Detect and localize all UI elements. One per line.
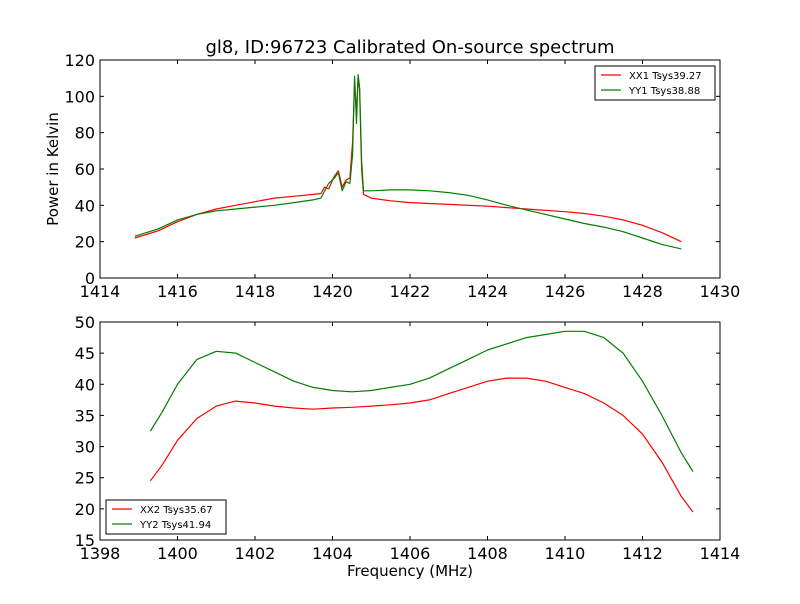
x-tick-label: 1410 [545,544,586,563]
x-tick-label: 1422 [390,282,431,301]
series-line-yy2 [149,330,694,472]
series-line-yy1 [134,73,682,250]
x-tick-label: 1414 [80,282,121,301]
x-tick-label: 1400 [157,544,198,563]
x-tick-label: 1428 [622,282,663,301]
x-tick-label: 1412 [622,544,663,563]
y-tick-label: 40 [75,375,95,394]
legend-entry: YY2 Tsys41.94 [139,520,211,531]
legend: XX2 Tsys35.67 YY2 Tsys41.94 [105,499,227,535]
x-tick-label: 1402 [235,544,276,563]
y-tick-label: 30 [75,438,95,457]
y-tick-label: 80 [75,124,95,143]
x-axis-label: Frequency (MHz) [347,562,473,580]
series-line-xx2 [149,377,694,513]
legend-entry: YY1 Tsys38.88 [628,86,700,97]
y-tick-label: 0 [85,269,95,288]
x-tick-label: 1418 [235,282,276,301]
x-tick-label: 1406 [390,544,431,563]
y-tick-label: 15 [75,531,95,550]
legend-box [105,499,227,535]
chart-title: gl8, ID:96723 Calibrated On-source spect… [205,37,614,58]
x-tick-label: 1408 [467,544,508,563]
y-tick-label: 100 [64,87,95,106]
x-tick-label: 1420 [312,282,353,301]
x-tick-label: 1398 [80,544,121,563]
x-tick-label: 1430 [700,282,741,301]
legend-entry: XX1 Tsys39.27 [629,71,702,82]
y-tick-label: 20 [75,233,95,252]
x-tick-label: 1424 [467,282,508,301]
y-axis-label: Power in Kelvin [44,112,62,226]
x-tick-label: 1416 [157,282,198,301]
y-tick-label: 60 [75,160,95,179]
y-tick-label: 40 [75,196,95,215]
y-tick-label: 20 [75,500,95,519]
y-tick-label: 35 [75,406,95,425]
plot-1: 1414 1416 1418 1420 1422 1424 1426 1428 1430 0 20 4… [44,37,740,301]
y-tick-label: 120 [64,51,95,70]
y-tick-label: 25 [75,469,95,488]
legend-box [594,65,716,101]
legend: XX1 Tsys39.27 YY1 Tsys38.88 [594,65,716,101]
legend-entry: XX2 Tsys35.67 [140,505,213,516]
x-tick-label: 1404 [312,544,353,563]
y-tick-label: 45 [75,344,95,363]
x-tick-label: 1426 [545,282,586,301]
y-tick-label: 50 [75,313,95,332]
plot-2: 1398 1400 1402 1404 1406 1408 1410 1412 1414 15 20… [75,313,741,580]
x-tick-label: 1414 [700,544,741,563]
